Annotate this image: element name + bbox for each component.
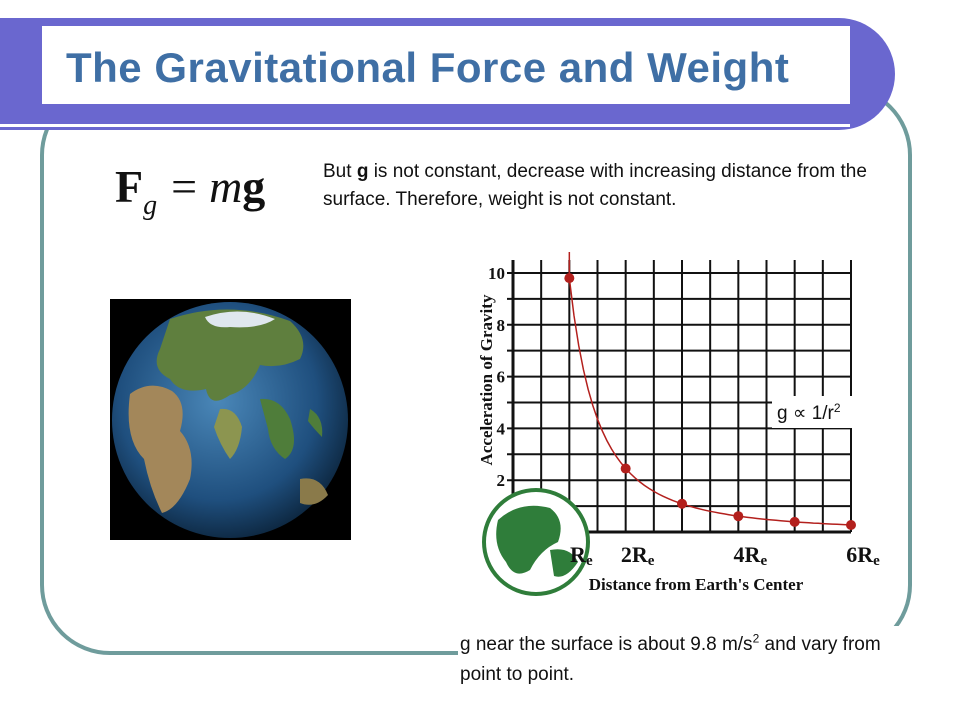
weight-formula: Fg = mg: [115, 160, 266, 221]
x-tick-labels: Re 2Re 4Re 6Re: [570, 542, 880, 569]
small-earth-icon: [482, 488, 590, 596]
formula-mass: m: [209, 161, 243, 212]
y-axis-label: Acceleration of Gravity: [477, 294, 496, 465]
earth-globe-icon: [112, 302, 348, 538]
gravity-curve: [568, 252, 852, 526]
intro-part1: But: [323, 161, 357, 182]
chart-grid: [507, 260, 852, 534]
data-point: [620, 463, 631, 474]
data-point: [733, 511, 744, 522]
intro-part2: is not constant, decrease with increasin…: [323, 161, 867, 210]
data-points: [564, 273, 856, 531]
formula-equals: =: [171, 161, 198, 212]
intro-bold-g: g: [356, 161, 369, 182]
surface-note-part2: and vary from point to point.: [460, 634, 881, 685]
x-tick-label: Re: [570, 542, 593, 569]
y-tick-label: 4: [497, 419, 506, 438]
x-tick-label: 6Re: [846, 542, 880, 569]
x-tick-label: 2Re: [621, 542, 655, 569]
svg-text:g ∝ 1/r2: g ∝ 1/r2: [777, 401, 841, 424]
intro-text: But g is not constant, decrease with inc…: [323, 158, 923, 214]
formula-g: g: [242, 161, 266, 212]
gravity-chart: 2 4 6 8 10 Acceleration of Gravity Re 2Re 4Re 6…: [477, 252, 880, 596]
y-tick-labels: 2 4 6 8 10: [488, 264, 506, 490]
data-point: [846, 520, 856, 531]
x-tick-label: 4Re: [734, 542, 768, 569]
y-tick-label: 2: [497, 471, 506, 490]
relation-label: g ∝ 1/r2: [772, 396, 862, 428]
data-point: [564, 273, 575, 284]
earth-image: [110, 299, 351, 540]
data-point: [677, 498, 687, 509]
slide-title: The Gravitational Force and Weight: [66, 44, 790, 91]
formula-subscript: g: [143, 190, 158, 221]
y-tick-label: 8: [497, 316, 506, 335]
title-box: [42, 26, 850, 104]
x-axis-label: Distance from Earth's Center: [589, 575, 804, 594]
data-point: [789, 516, 800, 527]
surface-note-exponent: 2: [752, 631, 760, 646]
surface-note: g near the surface is about 9.8 m/s2 and…: [458, 626, 920, 690]
formula-force: F: [115, 161, 144, 212]
relation-text: g ∝ 1/r: [777, 403, 835, 424]
y-tick-label: 6: [497, 368, 506, 387]
surface-note-part1: g near the surface is about 9.8 m/s: [460, 634, 753, 655]
title-underline: [0, 124, 850, 127]
relation-exponent: 2: [834, 401, 841, 415]
y-tick-label: 10: [488, 264, 505, 283]
